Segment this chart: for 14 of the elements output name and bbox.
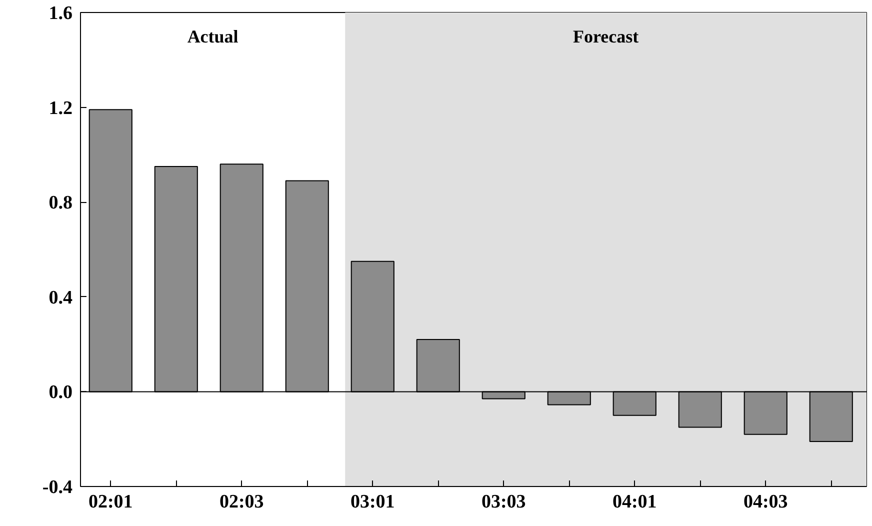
y-tick-label: 1.6 [48, 3, 72, 24]
annotation: Actual [187, 26, 238, 46]
annotation: Forecast [572, 26, 639, 46]
x-tick-label: 02:03 [219, 492, 264, 512]
y-tick-label: 0.0 [48, 382, 72, 404]
x-tick-label: 03:03 [481, 492, 526, 512]
x-tick-label: 02:01 [88, 492, 133, 512]
y-tick-label: 0.8 [48, 192, 72, 214]
x-tick-label: 04:01 [612, 492, 657, 512]
y-tick-label: -0.4 [42, 477, 73, 498]
y-tick-label: 0.4 [48, 287, 73, 308]
x-tick-label: 04:03 [743, 492, 788, 512]
y-tick-label: 1.2 [48, 98, 72, 119]
x-tick-label: 03:01 [350, 492, 395, 512]
